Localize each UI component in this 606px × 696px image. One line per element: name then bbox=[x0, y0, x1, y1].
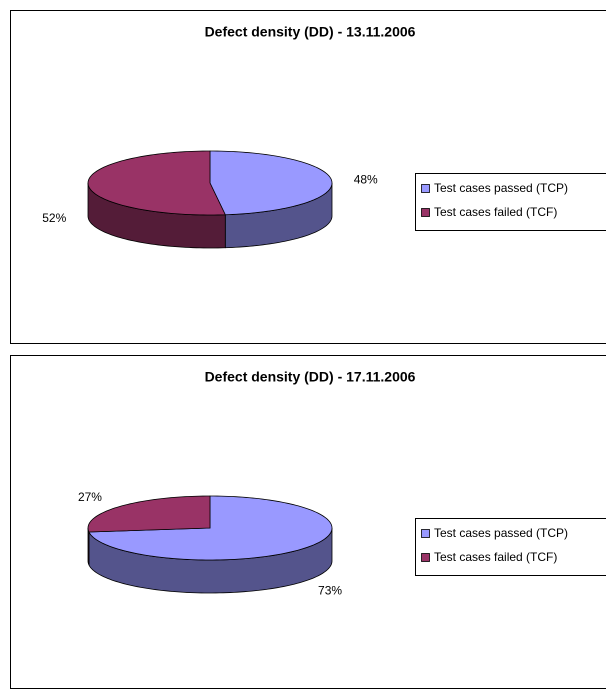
data-label: 48% bbox=[354, 172, 378, 186]
chart-title: Defect density (DD) - 13.11.2006 bbox=[205, 24, 416, 40]
pie-slice bbox=[209, 150, 333, 216]
legend-label: Test cases passed (TCP) bbox=[434, 181, 568, 195]
pie-slice bbox=[87, 495, 211, 533]
legend-swatch bbox=[421, 208, 430, 217]
legend-label: Test cases failed (TCF) bbox=[434, 205, 557, 219]
pie-slice bbox=[88, 495, 333, 561]
legend-swatch bbox=[421, 184, 430, 193]
data-label: 52% bbox=[42, 211, 66, 225]
data-label: 27% bbox=[78, 490, 102, 504]
legend-label: Test cases failed (TCF) bbox=[434, 550, 557, 564]
chart: Defect density (DD) - 17.11.2006 73% 27% Te… bbox=[10, 355, 606, 689]
legend-box bbox=[415, 518, 606, 576]
chart-title: Defect density (DD) - 17.11.2006 bbox=[205, 369, 416, 385]
legend-box bbox=[415, 173, 606, 231]
pie-side bbox=[87, 527, 90, 566]
legend-label: Test cases passed (TCP) bbox=[434, 526, 568, 540]
legend-swatch bbox=[421, 553, 430, 562]
legend-swatch bbox=[421, 529, 430, 538]
chart: Defect density (DD) - 13.11.2006 48% 52% Te… bbox=[10, 10, 606, 344]
data-label: 73% bbox=[318, 584, 342, 598]
pie-slice bbox=[87, 150, 226, 216]
